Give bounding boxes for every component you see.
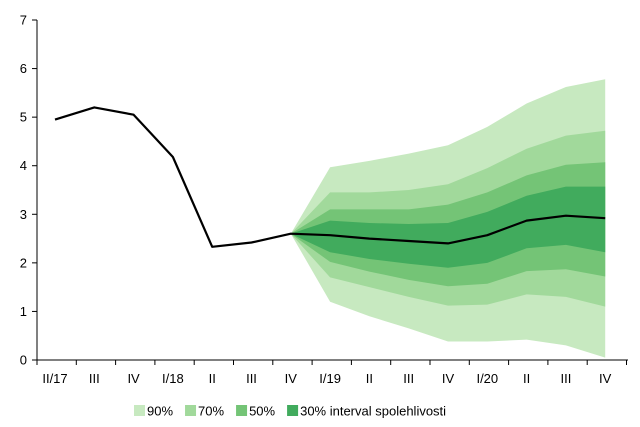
x-tick-label: III [89,371,100,386]
x-tick-label: II [209,371,216,386]
y-tick-label: 5 [20,110,27,125]
y-tick-label: 6 [20,61,27,76]
legend-label: 90% [147,404,173,419]
x-tick-label: IV [599,371,612,386]
x-tick-label: IV [127,371,140,386]
legend: 90% 70% 50% 30% interval spolehlivosti [134,404,446,419]
axes [36,20,628,361]
legend-swatch [287,405,299,416]
x-tick-label: II/17 [42,371,67,386]
x-tick-label: III [246,371,257,386]
x-tick-label: II [366,371,373,386]
legend-swatch [134,405,145,416]
y-tick-label: 0 [20,353,27,368]
x-tick-label: III [403,371,414,386]
legend-label: 30% interval spolehlivosti [300,404,446,419]
x-tick-label: I/20 [476,371,498,386]
band-30pct [290,186,606,268]
legend-swatch [236,405,248,416]
legend-swatch [185,405,197,416]
y-tick-label: 7 [20,13,27,28]
x-tick-label: II [523,371,530,386]
legend-label: 50% [249,404,275,419]
y-tick-label: 3 [20,207,27,222]
y-tick-label: 2 [20,255,27,270]
y-axis-ticks: 0 1 2 3 4 5 6 7 [20,13,37,368]
x-tick-label: IV [285,371,298,386]
central-forecast [54,106,606,248]
x-tick-label: I/19 [319,371,341,386]
x-tick-label: IV [442,371,455,386]
fan-bands [290,79,606,358]
y-tick-label: 4 [20,158,27,173]
x-tick-label: III [560,371,571,386]
x-axis-ticks: II/17 III IV I/18 II III IV I/19 II III IV I/20 II II… [36,360,627,386]
x-tick-label: I/18 [162,371,184,386]
y-tick-label: 1 [20,304,27,319]
legend-label: 70% [198,404,224,419]
